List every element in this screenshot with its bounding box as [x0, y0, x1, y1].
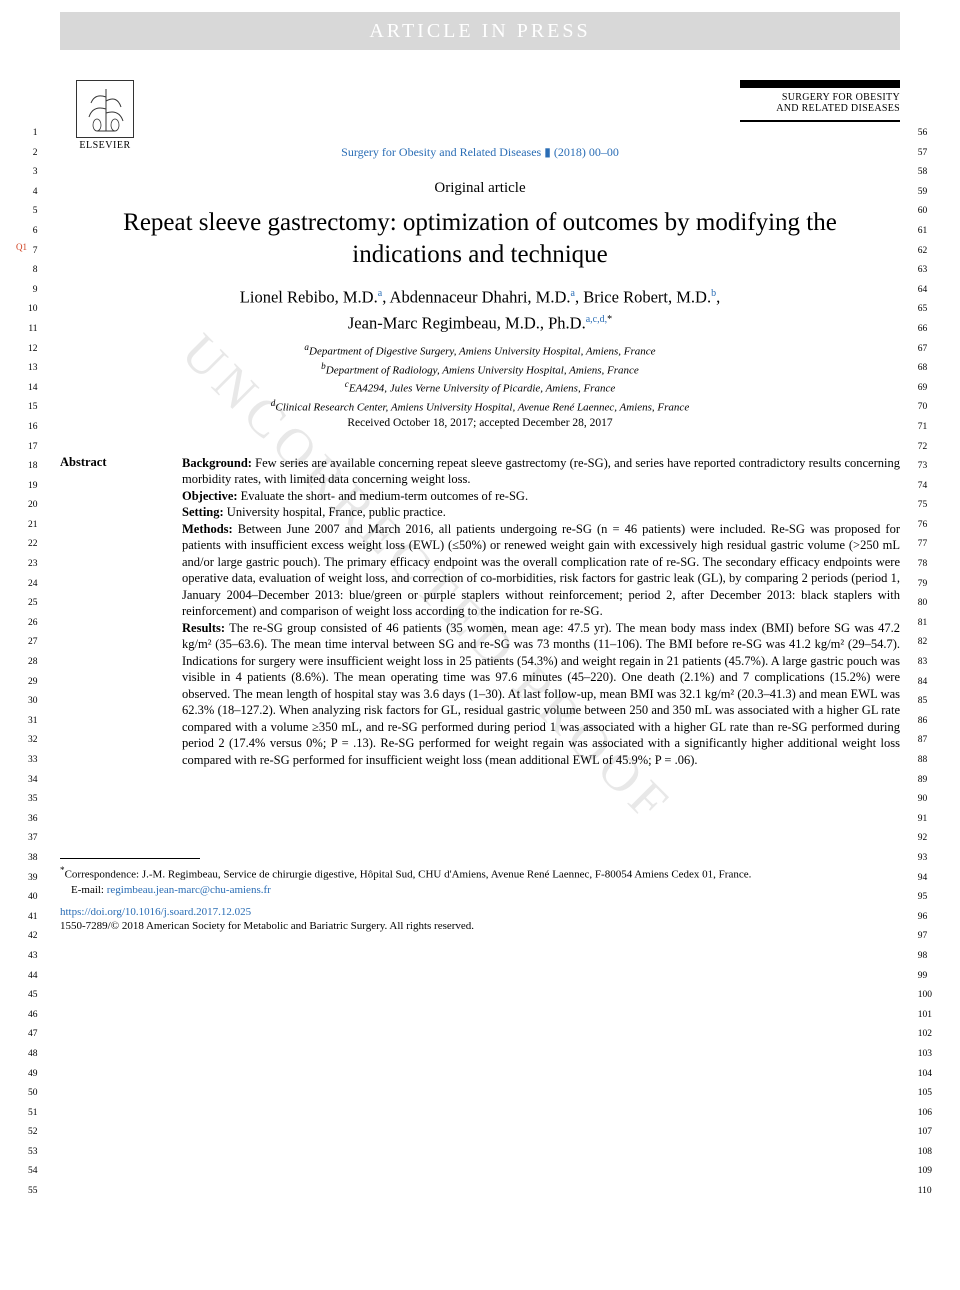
abstract-body: Background: Few series are available con… [182, 455, 900, 769]
article-title: Repeat sleeve gastrectomy: optimization … [100, 207, 860, 271]
affil-a: aDepartment of Digestive Surgery, Amiens… [60, 340, 900, 359]
journal-logo-line2: AND RELATED DISEASES [740, 103, 900, 114]
correspondence: *Correspondence: J.-M. Regimbeau, Servic… [60, 863, 900, 882]
methods-heading: Methods: [182, 522, 233, 536]
results-text: The re-SG group consisted of 46 patients… [182, 621, 900, 767]
journal-logo: SURGERY FOR OBESITY AND RELATED DISEASES [740, 80, 900, 122]
author-sep-1: , Abdennaceur Dhahri, M.D. [382, 288, 570, 307]
email-label: E-mail: [71, 884, 107, 896]
author-4-affil[interactable]: a,c,d, [586, 314, 607, 325]
background-heading: Background: [182, 456, 252, 470]
page-content: UNCORRECTED PROOF ELSEVIER SURGERY FOR O… [0, 50, 960, 962]
header-row: ELSEVIER SURGERY FOR OBESITY AND RELATED… [60, 80, 900, 151]
watermark-banner: ARTICLE IN PRESS [60, 12, 900, 50]
correspondence-text: Correspondence: J.-M. Regimbeau, Service… [65, 869, 752, 881]
methods-text: Between June 2007 and March 2016, all pa… [182, 522, 900, 619]
email-line: E-mail: regimbeau.jean-marc@chu-amiens.f… [60, 884, 900, 896]
corresponding-star[interactable]: * [607, 314, 612, 325]
email-link[interactable]: regimbeau.jean-marc@chu-amiens.fr [107, 884, 271, 896]
objective-text: Evaluate the short- and medium-term outc… [238, 489, 529, 503]
author-4: Jean-Marc Regimbeau, M.D., Ph.D. [348, 313, 586, 332]
footer-separator [60, 858, 200, 859]
journal-reference[interactable]: Surgery for Obesity and Related Diseases… [60, 145, 900, 160]
journal-logo-bar-bottom [740, 120, 900, 122]
publisher-logo-block: ELSEVIER [60, 80, 150, 151]
objective-heading: Objective: [182, 489, 238, 503]
setting-text: University hospital, France, public prac… [224, 505, 446, 519]
doi-link[interactable]: https://doi.org/10.1016/j.soard.2017.12.… [60, 906, 900, 918]
publisher-name: ELSEVIER [79, 140, 130, 151]
affil-d: dClinical Research Center, Amiens Univer… [60, 396, 900, 415]
results-heading: Results: [182, 621, 225, 635]
background-text: Few series are available concerning repe… [182, 456, 900, 487]
elsevier-tree-icon [76, 80, 134, 138]
copyright: 1550-7289/© 2018 American Society for Me… [60, 920, 900, 932]
affil-c: cEA4294, Jules Verne University of Picar… [60, 377, 900, 396]
author-sep-3: , [716, 288, 720, 307]
journal-logo-line1: SURGERY FOR OBESITY [740, 92, 900, 103]
affiliations: aDepartment of Digestive Surgery, Amiens… [60, 340, 900, 415]
watermark-text: ARTICLE IN PRESS [369, 20, 590, 43]
abstract-block: Abstract Background: Few series are avai… [60, 455, 900, 769]
journal-logo-bar-top [740, 80, 900, 88]
abstract-label: Abstract [60, 455, 150, 769]
setting-heading: Setting: [182, 505, 224, 519]
author-1: Lionel Rebibo, M.D. [240, 288, 378, 307]
affil-b: bDepartment of Radiology, Amiens Univers… [60, 359, 900, 378]
article-type: Original article [60, 180, 900, 197]
author-sep-2: , Brice Robert, M.D. [575, 288, 711, 307]
authors: Lionel Rebibo, M.D.a, Abdennaceur Dhahri… [60, 283, 900, 334]
received-dates: Received October 18, 2017; accepted Dece… [60, 417, 900, 429]
